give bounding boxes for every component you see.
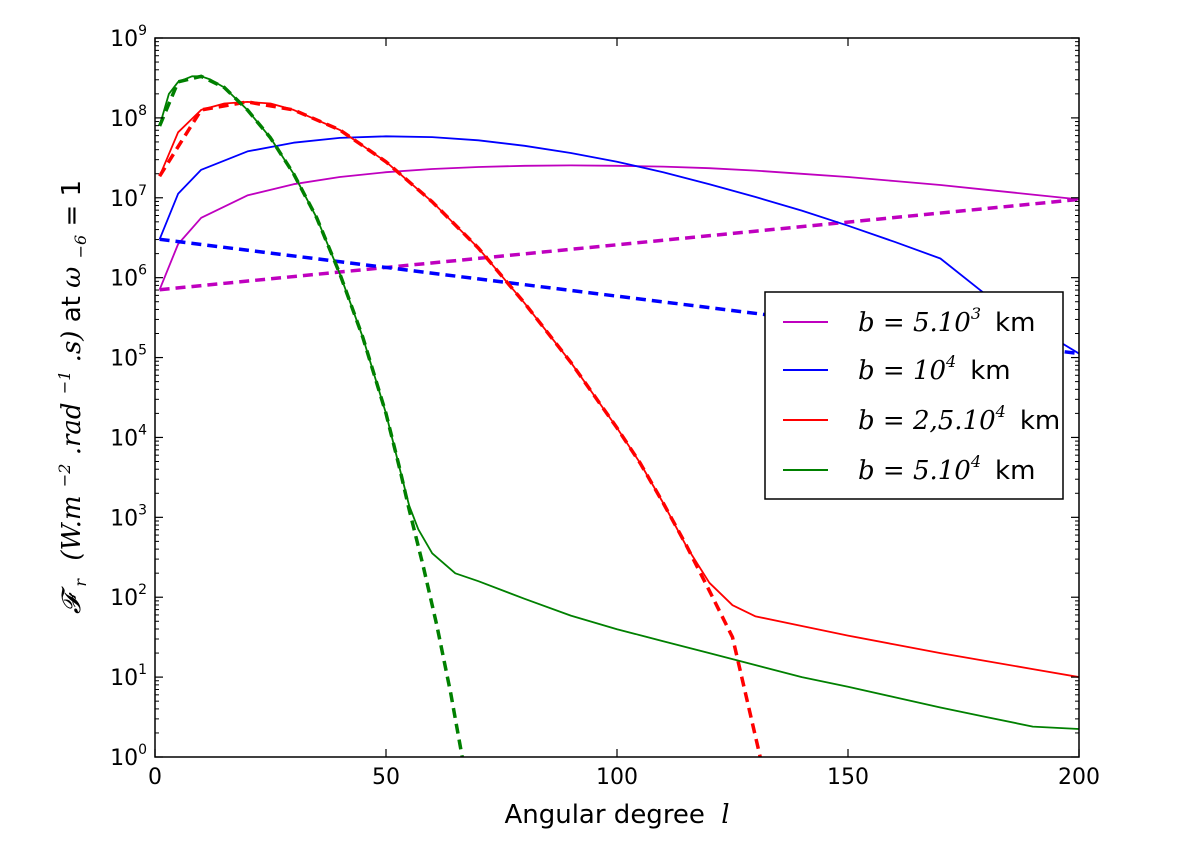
x-tick-label: 150 xyxy=(827,765,869,790)
y-tick-label: 105 xyxy=(110,343,147,372)
legend-entry: b = 2,5.104 km xyxy=(783,402,1060,436)
y-tick-exp: 7 xyxy=(138,183,147,199)
y-label-units-mid: .rad xyxy=(57,402,87,455)
y-label-symbol-sub: r xyxy=(71,578,90,587)
y-tick-exp: 9 xyxy=(138,23,147,39)
y-label-symbol: 𝓕 xyxy=(57,586,87,614)
y-tick-exp: 2 xyxy=(138,582,147,598)
y-tick-label: 106 xyxy=(110,263,147,292)
y-tick-base: 10 xyxy=(110,27,138,52)
y-label-units-open: (W.m xyxy=(57,495,87,560)
y-tick-exp: 6 xyxy=(138,263,147,279)
y-label-omega-sub: −6 xyxy=(71,235,90,259)
legend-box xyxy=(764,291,1064,500)
y-label-at: at xyxy=(57,288,87,322)
y-tick-base: 10 xyxy=(110,347,138,372)
legend: b = 5.103 km b = 104 km b = 2,5.104 km b = … xyxy=(764,291,1064,500)
legend-label-3: b = 5.104 km xyxy=(858,452,1035,486)
x-axis-label-var: l xyxy=(721,800,729,830)
y-label-omega: ω xyxy=(57,267,87,288)
y-tick-base: 10 xyxy=(110,746,138,771)
legend-label-2: b = 2,5.104 km xyxy=(858,402,1060,436)
x-tick-label: 200 xyxy=(1058,765,1100,790)
series-line-0 xyxy=(158,164,1079,291)
y-tick-base: 10 xyxy=(110,666,138,691)
y-tick-base: 10 xyxy=(110,506,138,531)
y-tick-label: 101 xyxy=(110,662,147,691)
y-tick-exp: 8 xyxy=(138,103,147,119)
y-tick-exp: 4 xyxy=(138,422,147,438)
y-tick-base: 10 xyxy=(110,187,138,212)
y-tick-base: 10 xyxy=(110,426,138,451)
x-tick-label: 0 xyxy=(148,765,162,790)
series-dashed-3 xyxy=(157,74,464,757)
x-axis-label: Angular degree l xyxy=(504,800,729,830)
y-tick-base: 10 xyxy=(110,107,138,132)
y-tick-base: 10 xyxy=(110,267,138,292)
y-label-units-exp1: −2 xyxy=(55,464,74,488)
y-tick-label: 100 xyxy=(110,742,147,771)
y-tick-label: 102 xyxy=(110,582,147,611)
legend-entry: b = 5.104 km xyxy=(783,452,1035,486)
legend-entry: b = 5.103 km xyxy=(783,304,1035,338)
y-tick-exp: 1 xyxy=(138,662,147,678)
y-tick-label: 107 xyxy=(110,183,147,212)
legend-label-0: b = 5.103 km xyxy=(858,304,1035,338)
legend-label-1: b = 104 km xyxy=(858,352,1011,386)
y-label-eq: = 1 xyxy=(57,180,87,227)
x-axis-label-text: Angular degree xyxy=(504,800,704,830)
y-label-units-close: .s) xyxy=(57,331,87,363)
y-tick-label: 104 xyxy=(110,422,147,451)
series-line-1 xyxy=(158,135,1079,355)
y-tick-exp: 3 xyxy=(138,502,147,518)
y-tick-exp: 5 xyxy=(138,343,147,359)
y-tick-exp: 0 xyxy=(138,742,147,758)
y-tick-label: 108 xyxy=(110,103,147,132)
y-axis-label: 𝓕 r (W.m −2 .rad −1 .s) at ω −6 = 1 xyxy=(47,180,93,614)
y-tick-label: 103 xyxy=(110,502,147,531)
y-tick-base: 10 xyxy=(110,586,138,611)
x-tick-label: 100 xyxy=(596,765,638,790)
series-dashed-0 xyxy=(159,197,1079,292)
legend-entry: b = 104 km xyxy=(783,352,1011,386)
x-tick-label: 50 xyxy=(372,765,400,790)
series-dashed-2 xyxy=(158,100,762,757)
y-label-units-exp2: −1 xyxy=(55,371,74,395)
y-tick-label: 109 xyxy=(110,23,147,52)
